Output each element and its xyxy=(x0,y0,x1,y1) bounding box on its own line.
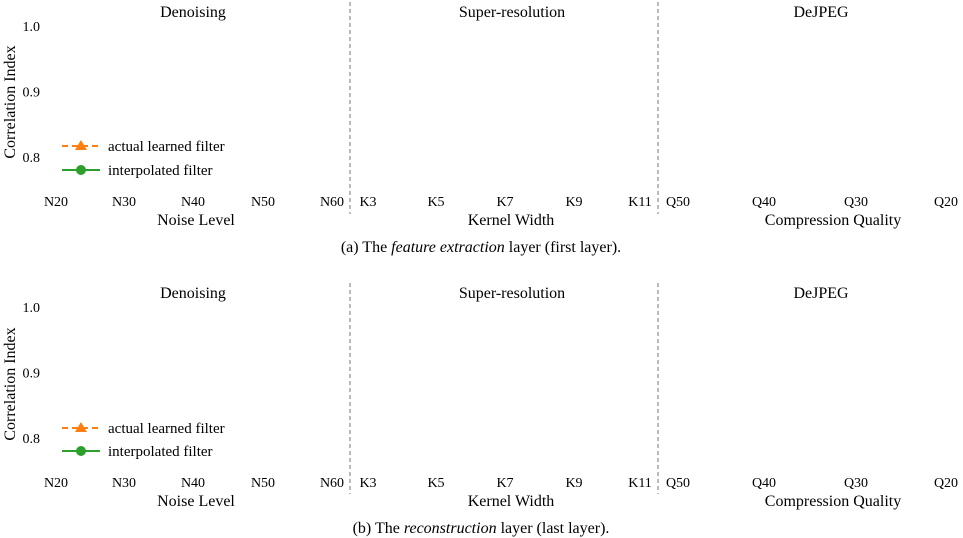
legend-entry: actual learned filter xyxy=(62,139,225,155)
x-tick-label: Q40 xyxy=(752,195,776,210)
panel-title-dejpeg: DeJPEG xyxy=(793,285,849,302)
x-tick-label: N40 xyxy=(181,195,205,210)
panel-title-super-resolution: Super-resolution xyxy=(459,285,565,302)
caption-prefix: (a) The xyxy=(341,239,391,256)
y-tick-label: 0.8 xyxy=(23,432,41,447)
caption-emphasis: feature extraction xyxy=(391,239,505,256)
x-tick-label: K11 xyxy=(628,476,652,491)
x-tick-label: N40 xyxy=(181,476,205,491)
x-tick-label: K3 xyxy=(359,476,376,491)
x-tick-label: K5 xyxy=(427,476,444,491)
x-tick-label: Q30 xyxy=(844,195,868,210)
legend-entry: interpolated filter xyxy=(62,163,213,179)
x-axis-label: Kernel Width xyxy=(468,212,555,229)
x-tick-label: N30 xyxy=(112,476,136,491)
x-axis-label: Compression Quality xyxy=(765,212,901,229)
x-tick-label: N50 xyxy=(251,195,275,210)
x-tick-label: N20 xyxy=(44,476,68,491)
legend-label: interpolated filter xyxy=(108,163,213,179)
x-tick-label: K9 xyxy=(565,195,582,210)
x-tick-label: Q40 xyxy=(752,476,776,491)
x-tick-label: N20 xyxy=(44,195,68,210)
x-axis-label: Compression Quality xyxy=(765,493,901,510)
triangle-marker-icon xyxy=(75,140,87,150)
x-tick-label: K7 xyxy=(496,195,513,210)
figure-caption: (a) The feature extraction layer (first … xyxy=(341,239,621,256)
x-axis-label: Noise Level xyxy=(157,212,235,229)
caption-emphasis: reconstruction xyxy=(404,520,497,537)
x-tick-label: K9 xyxy=(565,476,582,491)
x-tick-label: K7 xyxy=(496,476,513,491)
y-tick-label: 0.9 xyxy=(23,86,41,101)
panel-title-super-resolution: Super-resolution xyxy=(459,4,565,21)
legend-entry: interpolated filter xyxy=(62,444,213,460)
x-tick-label: Q20 xyxy=(934,476,958,491)
y-axis-label: Correlation Index xyxy=(2,327,19,440)
chart-a: Correlation Index 1.0 0.9 0.8 Denoising N20 N3… xyxy=(2,2,958,256)
figure-caption: (b) The reconstruction layer (last layer… xyxy=(353,520,610,537)
legend-label: actual learned filter xyxy=(108,421,225,437)
panel-title-denoising: Denoising xyxy=(160,4,226,21)
x-axis-label: Noise Level xyxy=(157,493,235,510)
x-tick-label: N50 xyxy=(251,476,275,491)
x-tick-label: Q20 xyxy=(934,195,958,210)
y-axis-label: Correlation Index xyxy=(2,45,19,158)
circle-marker-icon xyxy=(76,446,86,456)
x-tick-label: K11 xyxy=(628,195,652,210)
legend-entry: actual learned filter xyxy=(62,421,225,437)
x-tick-label: Q50 xyxy=(666,476,690,491)
x-tick-label: K3 xyxy=(359,195,376,210)
y-tick-label: 1.0 xyxy=(23,20,41,35)
circle-marker-icon xyxy=(76,165,86,175)
y-tick-label: 0.9 xyxy=(23,367,41,382)
x-tick-label: N60 xyxy=(320,476,344,491)
caption-suffix: layer (last layer). xyxy=(497,520,610,537)
panel-title-denoising: Denoising xyxy=(160,285,226,302)
triangle-marker-icon xyxy=(75,422,87,432)
x-tick-label: Q50 xyxy=(666,195,690,210)
caption-suffix: layer (first layer). xyxy=(505,239,621,256)
y-tick-label: 0.8 xyxy=(23,151,41,166)
x-tick-label: N60 xyxy=(320,195,344,210)
y-tick-label: 1.0 xyxy=(23,301,41,316)
caption-prefix: (b) The xyxy=(353,520,404,537)
x-tick-label: N30 xyxy=(112,195,136,210)
x-axis-label: Kernel Width xyxy=(468,493,555,510)
legend-label: interpolated filter xyxy=(108,444,213,460)
x-tick-label: Q30 xyxy=(844,476,868,491)
chart-b: Correlation Index 1.0 0.9 0.8 Denoising N20 N3… xyxy=(2,283,958,537)
legend-label: actual learned filter xyxy=(108,139,225,155)
panel-title-dejpeg: DeJPEG xyxy=(793,4,849,21)
x-tick-label: K5 xyxy=(427,195,444,210)
